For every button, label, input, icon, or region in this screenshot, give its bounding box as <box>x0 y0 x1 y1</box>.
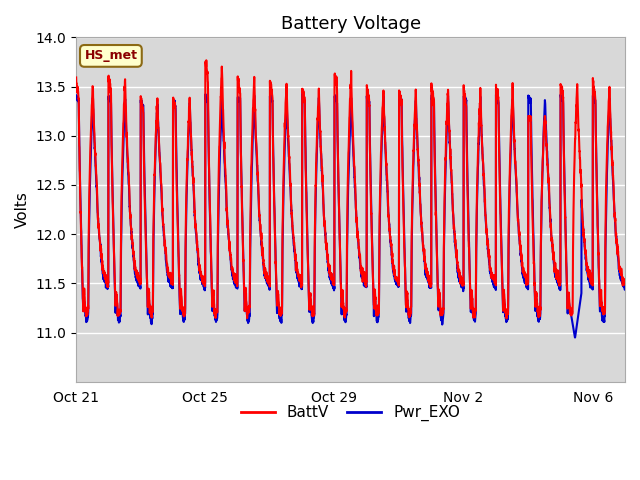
Pwr_EXO <box>588 283 595 289</box>
BattV <box>561 214 569 220</box>
BattV <box>621 280 629 286</box>
Pwr_EXO <box>357 266 365 272</box>
BattV <box>202 58 210 63</box>
Pwr_EXO <box>448 177 456 183</box>
BattV <box>357 268 365 274</box>
Line: BattV: BattV <box>76 60 625 318</box>
BattV <box>527 143 535 148</box>
Pwr_EXO <box>561 205 569 211</box>
BattV <box>502 315 510 321</box>
Pwr_EXO <box>398 127 406 133</box>
BattV <box>398 142 406 147</box>
BattV <box>448 176 456 181</box>
BattV <box>588 278 595 284</box>
Pwr_EXO <box>298 91 306 96</box>
Line: Pwr_EXO: Pwr_EXO <box>76 94 625 337</box>
Legend: BattV, Pwr_EXO: BattV, Pwr_EXO <box>235 399 467 428</box>
BattV <box>72 74 80 80</box>
Text: HS_met: HS_met <box>84 49 138 62</box>
Y-axis label: Volts: Volts <box>15 191 30 228</box>
Title: Battery Voltage: Battery Voltage <box>280 15 420 33</box>
Pwr_EXO <box>571 335 579 340</box>
Pwr_EXO <box>527 100 534 106</box>
Pwr_EXO <box>621 286 629 292</box>
Pwr_EXO <box>72 96 80 102</box>
